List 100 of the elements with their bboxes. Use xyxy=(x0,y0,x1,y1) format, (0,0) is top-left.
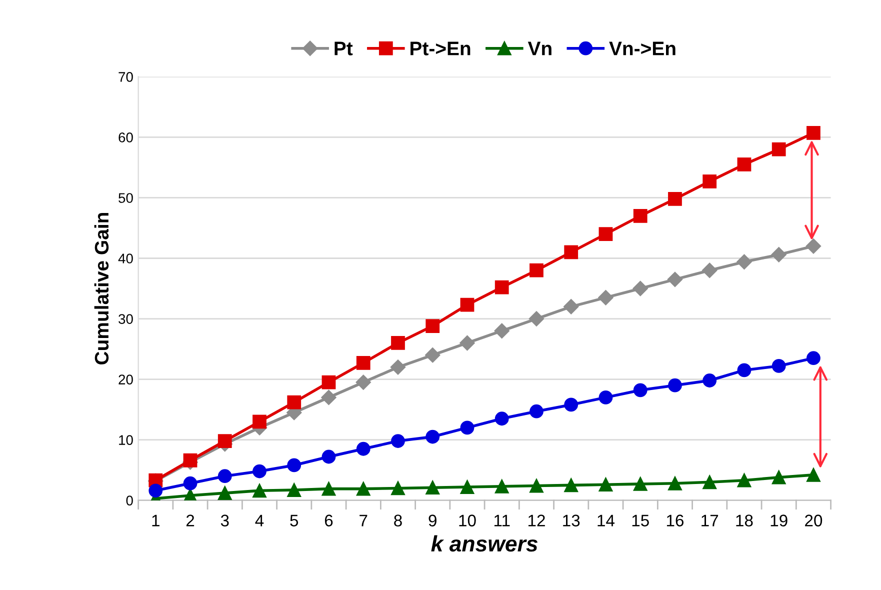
point xyxy=(322,450,336,464)
point xyxy=(598,290,614,306)
x-tick-label: 6 xyxy=(324,514,333,526)
point xyxy=(460,298,474,312)
y-tick-label: 0 xyxy=(126,496,133,506)
point xyxy=(598,227,613,241)
y-tick-label: 40 xyxy=(118,254,133,264)
x-tick-label: 7 xyxy=(360,514,368,526)
point xyxy=(530,404,544,418)
point xyxy=(460,335,475,351)
legend-label: Pt->En xyxy=(410,42,470,56)
x-tick-label: 20 xyxy=(805,514,822,526)
point xyxy=(528,311,544,326)
point xyxy=(564,299,579,314)
x-tick-label: 8 xyxy=(394,514,402,526)
x-tick-label: 4 xyxy=(255,514,264,526)
legend-label: Vn xyxy=(528,42,552,56)
x-tick-label: 5 xyxy=(290,514,298,526)
point xyxy=(356,374,371,390)
point xyxy=(633,477,648,491)
x-tick-label: 9 xyxy=(428,514,436,526)
point xyxy=(772,359,786,373)
point xyxy=(772,142,786,156)
point xyxy=(632,280,648,296)
point xyxy=(737,473,752,488)
point xyxy=(702,262,718,278)
point xyxy=(287,395,302,410)
x-tick-label: 14 xyxy=(598,514,615,526)
point xyxy=(460,420,474,435)
point xyxy=(564,398,578,412)
point xyxy=(252,414,266,429)
point xyxy=(772,470,786,484)
point xyxy=(218,486,232,500)
point xyxy=(426,319,440,333)
y-axis-title: Cumulative Gain xyxy=(94,212,109,364)
point xyxy=(218,434,232,448)
point xyxy=(633,208,648,223)
point xyxy=(391,336,405,350)
point xyxy=(806,238,822,254)
x-tick-label: 19 xyxy=(770,514,788,526)
point xyxy=(148,484,163,498)
point xyxy=(530,478,544,493)
point xyxy=(183,476,198,490)
point xyxy=(391,434,405,448)
point xyxy=(702,374,717,388)
x-tick-label: 10 xyxy=(459,514,476,526)
point xyxy=(252,484,266,498)
point xyxy=(356,482,370,496)
point xyxy=(252,464,266,478)
point xyxy=(633,383,648,398)
y-tick-label: 70 xyxy=(118,72,133,82)
point xyxy=(598,390,613,404)
point xyxy=(218,469,232,484)
x-tick-label: 3 xyxy=(220,514,229,526)
point xyxy=(668,476,682,490)
y-tick-label: 10 xyxy=(119,435,133,445)
point xyxy=(426,430,440,444)
legend-label: Pt xyxy=(334,42,353,56)
y-tick-label: 20 xyxy=(118,374,133,384)
point xyxy=(598,478,613,492)
point xyxy=(702,174,717,188)
point xyxy=(287,458,302,472)
point xyxy=(771,247,786,262)
x-tick-label: 18 xyxy=(736,514,753,526)
point xyxy=(564,478,578,492)
point xyxy=(356,442,370,456)
point xyxy=(287,483,302,497)
point xyxy=(564,245,578,260)
point xyxy=(356,356,370,370)
point xyxy=(494,412,509,426)
point xyxy=(494,479,509,494)
point xyxy=(321,390,336,406)
point xyxy=(183,453,198,468)
point xyxy=(494,323,510,338)
point xyxy=(530,263,544,278)
point xyxy=(702,475,717,490)
point xyxy=(737,158,752,172)
point xyxy=(668,192,682,206)
legend-label: Vn->En xyxy=(609,42,676,56)
point xyxy=(425,348,440,363)
x-tick-label: 17 xyxy=(702,514,718,526)
point xyxy=(494,280,509,294)
x-tick-label: 13 xyxy=(563,514,580,526)
y-tick-label: 30 xyxy=(118,314,133,324)
x-tick-label: 11 xyxy=(494,514,510,526)
x-tick-label: 1 xyxy=(152,514,160,526)
point xyxy=(322,482,336,496)
point xyxy=(322,375,336,390)
x-axis-title: k answers xyxy=(431,535,538,552)
x-tick-label: 15 xyxy=(632,514,649,526)
point xyxy=(460,480,474,494)
y-tick-label: 60 xyxy=(118,132,133,142)
y-tick-label: 50 xyxy=(118,193,133,203)
x-tick-label: 12 xyxy=(528,514,545,526)
point xyxy=(390,360,406,375)
point xyxy=(737,363,752,378)
point xyxy=(391,481,405,496)
x-tick-label: 2 xyxy=(186,514,194,526)
point xyxy=(806,468,820,482)
point xyxy=(806,126,820,140)
